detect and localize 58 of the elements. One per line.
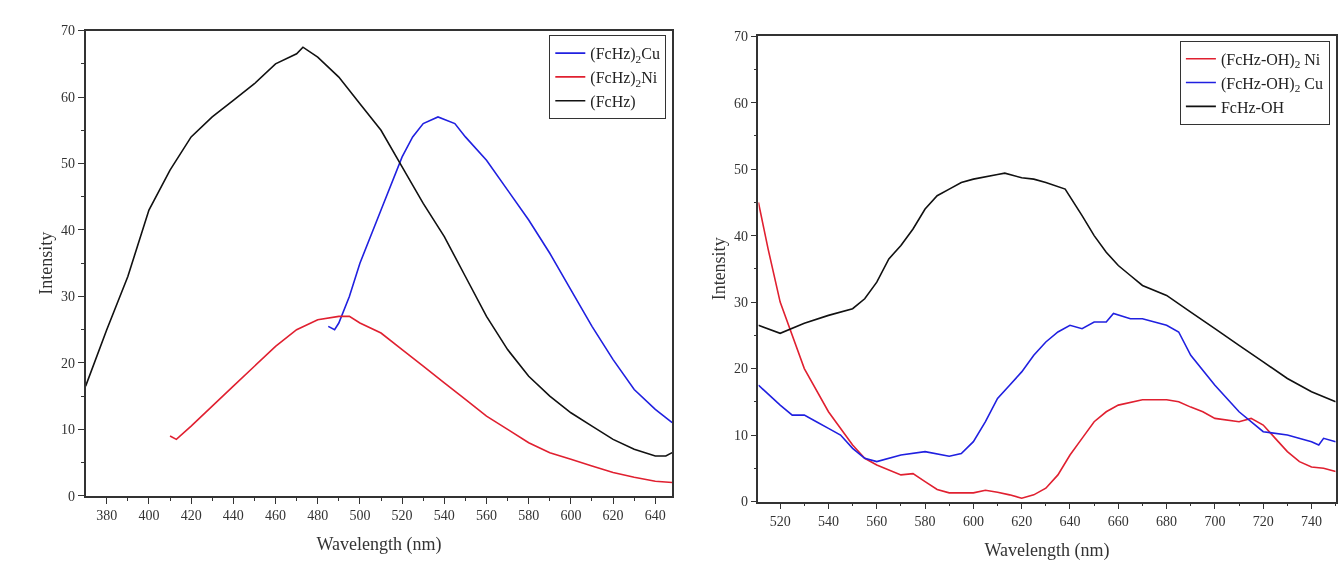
x-tick-label: 580 [914, 514, 936, 530]
y-tick-label: 30 [61, 289, 76, 305]
y-axis-title: Intensity [708, 237, 729, 301]
line-series [758, 172, 1336, 403]
x-tick-label: 620 [1011, 514, 1033, 530]
legend-label: FcHz-OH [1220, 98, 1285, 116]
legend-label: (FcHz-OH)$_{2}$ Ni [1220, 50, 1321, 71]
x-tick-label: 740 [1301, 514, 1323, 530]
x-tick-label: 540 [433, 508, 455, 524]
y-tick-label: 30 [733, 294, 748, 310]
legend-label: (FcHz-OH)$_{2}$ Cu [1220, 74, 1323, 95]
x-tick-label: 420 [180, 508, 202, 524]
line-series [758, 201, 1336, 499]
y-tick-label: 10 [61, 422, 76, 438]
y-tick-label: 70 [61, 23, 76, 39]
x-tick-label: 520 [391, 508, 413, 524]
x-tick-label: 560 [476, 508, 498, 524]
line-series [327, 116, 673, 424]
line-series [85, 46, 673, 457]
x-tick-label: 640 [1059, 514, 1081, 530]
x-tick-label: 620 [602, 508, 624, 524]
x-tick-label: 580 [518, 508, 540, 524]
x-tick-label: 720 [1252, 514, 1274, 530]
y-tick-label: 0 [740, 494, 748, 510]
x-tick-label: 480 [307, 508, 329, 524]
x-tick-label: 560 [866, 514, 888, 530]
line-series [169, 315, 673, 484]
x-tick-label: 400 [138, 508, 160, 524]
y-tick-label: 50 [61, 156, 76, 172]
y-tick-label: 70 [733, 29, 748, 45]
x-tick-label: 440 [222, 508, 244, 524]
x-tick-label: 700 [1204, 514, 1226, 530]
x-tick-label: 540 [817, 514, 839, 530]
x-tick-label: 460 [265, 508, 287, 524]
x-tick-label: 520 [769, 514, 791, 530]
y-tick-label: 60 [61, 89, 76, 105]
y-tick-label: 20 [61, 355, 76, 371]
y-axis-title: Intensity [35, 231, 56, 295]
y-tick-label: 40 [733, 228, 748, 244]
y-tick-label: 10 [733, 427, 748, 443]
legend-label: (FcHz)$_{2}$Ni [590, 69, 658, 89]
x-axis-title: Wavelength (nm) [984, 539, 1110, 561]
x-tick-label: 500 [349, 508, 371, 524]
y-tick-label: 40 [61, 222, 76, 238]
x-axis-title: Wavelength (nm) [316, 534, 442, 556]
y-tick-label: 60 [733, 95, 748, 111]
y-tick-label: 20 [733, 361, 748, 377]
x-tick-label: 640 [644, 508, 666, 524]
y-tick-label: 50 [733, 162, 748, 178]
x-tick-label: 600 [962, 514, 984, 530]
line-series [758, 312, 1336, 463]
x-tick-label: 600 [560, 508, 582, 524]
legend-label: (FcHz)$_{2}$Cu [590, 45, 660, 65]
x-tick-label: 660 [1107, 514, 1129, 530]
y-tick-label: 0 [68, 488, 76, 504]
x-tick-label: 680 [1156, 514, 1178, 530]
x-tick-label: 380 [96, 508, 118, 524]
legend-label: (FcHz) [590, 92, 636, 111]
